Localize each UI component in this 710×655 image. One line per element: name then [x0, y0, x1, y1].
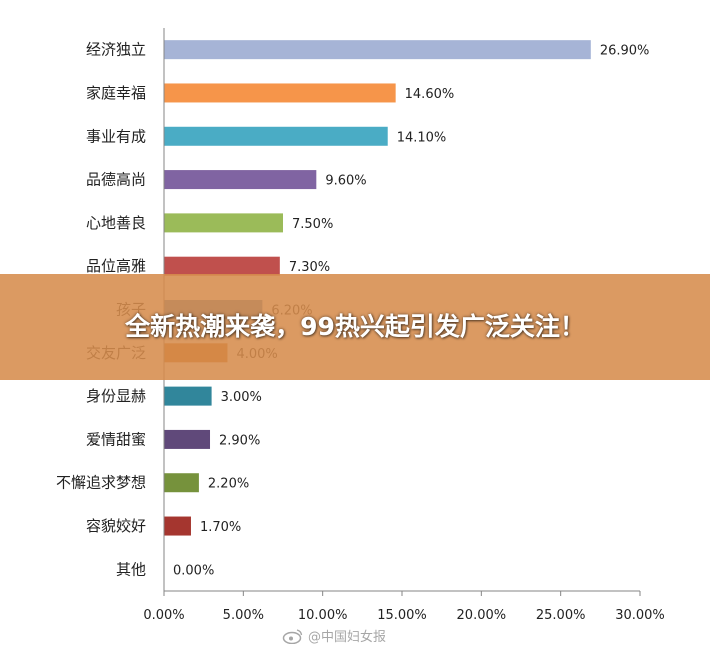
category-label: 身份显赫 — [86, 387, 146, 405]
x-tick-label: 10.00% — [298, 608, 348, 623]
value-label: 2.20% — [208, 477, 249, 492]
x-tick-label: 20.00% — [457, 608, 507, 623]
x-tick-label: 5.00% — [223, 608, 264, 623]
x-tick-label: 0.00% — [143, 608, 184, 623]
category-label: 容貌姣好 — [86, 517, 146, 535]
bar-10 — [164, 429, 211, 449]
bar-5 — [164, 213, 283, 233]
x-ticks: 0.00% 5.00% 10.00% 15.00% 20.00% 25.00% 30.00% — [143, 591, 665, 623]
category-label: 家庭幸福 — [86, 84, 146, 102]
headline-banner: 全新热潮来袭，99热兴起引发广泛关注！ — [0, 274, 710, 380]
category-label: 事业有成 — [86, 127, 146, 145]
bar-2 — [164, 83, 396, 103]
x-tick-label: 30.00% — [615, 608, 665, 623]
value-label: 14.10% — [397, 130, 447, 145]
category-label: 品位高雅 — [86, 257, 146, 275]
value-label: 7.30% — [289, 260, 330, 275]
value-label: 9.60% — [325, 174, 366, 189]
value-labels: 26.90%14.60%14.10%9.60%7.50%7.30%6.20%4.… — [173, 44, 649, 579]
bar-12 — [164, 516, 191, 536]
bar-4 — [164, 170, 317, 190]
value-label: 26.90% — [600, 44, 650, 59]
value-label: 2.90% — [219, 433, 260, 448]
value-label: 14.60% — [405, 87, 455, 102]
bar-11 — [164, 473, 199, 493]
category-label: 爱情甜蜜 — [86, 430, 146, 448]
watermark: @中国妇女报 — [282, 626, 386, 645]
category-label: 心地善良 — [86, 214, 146, 232]
bar-9 — [164, 386, 212, 406]
weibo-icon — [282, 628, 303, 644]
bar-1 — [164, 40, 591, 60]
category-label: 不懈追求梦想 — [56, 474, 146, 492]
bar-3 — [164, 126, 388, 146]
x-tick-label: 15.00% — [377, 608, 427, 623]
x-tick-label: 25.00% — [536, 608, 586, 623]
value-label: 1.70% — [200, 520, 241, 535]
value-label: 3.00% — [221, 390, 262, 405]
value-label: 7.50% — [292, 217, 333, 232]
category-label: 品德高尚 — [86, 171, 146, 189]
headline-text: 全新热潮来袭，99热兴起引发广泛关注！ — [125, 312, 585, 341]
category-label: 其他 — [116, 560, 146, 578]
value-label: 0.00% — [173, 563, 214, 578]
category-label: 经济独立 — [86, 41, 146, 59]
watermark-text: @中国妇女报 — [308, 630, 387, 645]
bar-6 — [164, 256, 280, 276]
